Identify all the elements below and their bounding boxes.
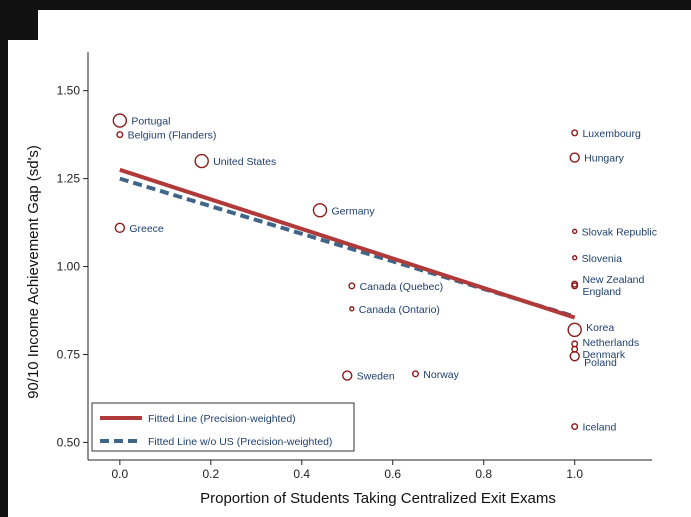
data-point	[571, 282, 579, 290]
x-tick-label: 0.6	[384, 467, 401, 481]
legend-label-fit-wo-us: Fitted Line w/o US (Precision-weighted)	[148, 436, 332, 448]
y-tick-label: 1.25	[57, 172, 81, 186]
data-point-label: Netherlands	[582, 337, 639, 349]
data-point	[569, 152, 580, 163]
fit-line	[119, 167, 576, 320]
axes	[87, 52, 652, 461]
x-tick-label: 0.2	[202, 467, 219, 481]
data-point-label: Slovenia	[582, 253, 622, 265]
data-point-label: New Zealand	[582, 274, 644, 286]
data-point-label: Canada (Quebec)	[360, 281, 443, 293]
data-point-label: Korea	[586, 322, 614, 334]
data-point	[571, 228, 578, 235]
x-tick-label: 0.8	[475, 467, 492, 481]
data-point-label: Sweden	[357, 371, 395, 383]
y-tick-label: 0.75	[57, 347, 81, 361]
frame-left-bar	[0, 40, 8, 517]
data-point-label: Belgium (Flanders)	[128, 130, 217, 142]
data-point	[348, 282, 356, 290]
data-point-label: Germany	[331, 205, 375, 217]
x-tick-label: 1.0	[566, 467, 583, 481]
data-point-label: Canada (Ontario)	[359, 304, 440, 316]
data-point-label: Portugal	[131, 116, 170, 128]
data-point-label: Slovak Republic	[582, 226, 657, 238]
data-point	[349, 306, 355, 312]
fit-lines	[119, 167, 576, 320]
legend-label-fit: Fitted Line (Precision-weighted)	[148, 413, 296, 425]
data-point-label: Hungary	[584, 153, 624, 165]
y-tick-label: 1.00	[57, 260, 81, 274]
y-axis-title: 90/10 Income Achievement Gap (sd's)	[25, 145, 42, 399]
data-point	[571, 255, 578, 261]
data-point	[194, 153, 209, 169]
x-axis-title: Proportion of Students Taking Centralize…	[200, 490, 556, 507]
data-point	[342, 370, 353, 381]
data-point-label: United States	[213, 156, 276, 168]
frame-corner-block	[0, 0, 38, 40]
data-point-label: Luxembourg	[582, 128, 641, 140]
data-point-label: Iceland	[582, 422, 616, 434]
data-point-label: Greece	[129, 223, 164, 235]
data-point	[116, 131, 124, 139]
data-point-label: Poland	[584, 357, 617, 369]
y-tick-label: 0.50	[57, 435, 81, 449]
x-ticks: 0.0 0.2 0.4 0.6 0.8 1.0	[111, 460, 583, 481]
data-point	[411, 370, 419, 378]
data-point-label: Norway	[423, 369, 459, 381]
x-tick-label: 0.0	[111, 467, 128, 481]
data-point-label: England	[582, 286, 621, 298]
data-point	[571, 423, 579, 431]
data-point	[312, 203, 328, 218]
x-tick-label: 0.4	[293, 467, 310, 481]
data-points: Portugal Belgium (Flanders) United States G…	[112, 113, 657, 434]
y-tick-label: 1.50	[57, 84, 81, 98]
data-point	[571, 129, 579, 137]
data-point	[567, 322, 582, 338]
legend: Fitted Line (Precision-weighted) Fitted …	[91, 402, 355, 452]
data-point	[114, 222, 126, 234]
data-point	[569, 351, 580, 362]
data-point-label: Denmark	[582, 349, 625, 361]
y-ticks: 0.50 0.75 1.00 1.25 1.50	[57, 84, 88, 449]
data-point	[112, 113, 128, 128]
frame-top-bar	[0, 0, 691, 10]
